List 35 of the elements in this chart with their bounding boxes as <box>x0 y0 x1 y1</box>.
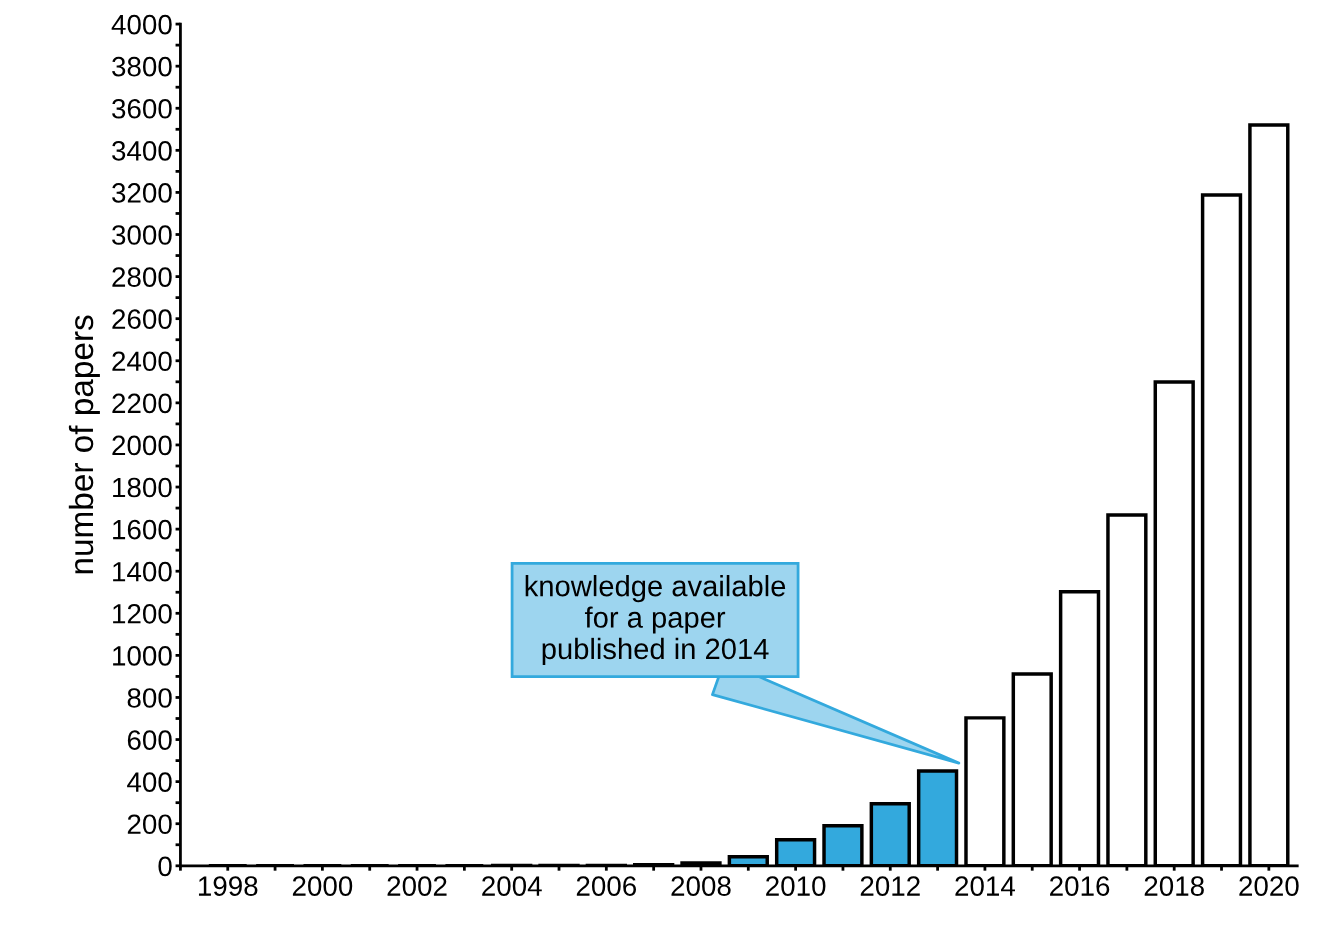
y-tick-label: 3200 <box>112 183 172 203</box>
x-tick-label: 1998 <box>198 876 258 896</box>
y-tick-label: 600 <box>127 730 172 750</box>
x-tick-label: 2018 <box>1144 876 1204 896</box>
y-tick-label: 4000 <box>111 14 172 35</box>
y-tick-label: 200 <box>127 814 172 835</box>
y-tick-label: 3600 <box>112 98 172 119</box>
y-tick-label: 3000 <box>112 225 172 245</box>
y-tick-label: 1800 <box>113 477 172 498</box>
x-tick-label: 2020 <box>1239 876 1299 896</box>
annotation: knowledge available for a paper published in 2014 <box>525 575 786 666</box>
y-tick-label: 2200 <box>112 393 172 414</box>
y-tick-label: 2600 <box>112 309 172 330</box>
y-tick-label: 2400 <box>112 351 172 372</box>
x-tick-label: 2004 <box>482 876 542 896</box>
y-tick-label: 3400 <box>112 141 172 161</box>
x-tick-label: 2008 <box>671 876 731 896</box>
y-tick-label: 1600 <box>113 519 172 540</box>
x-tick-label: 2016 <box>1050 876 1110 896</box>
x-tick-label: 2002 <box>387 876 447 896</box>
x-tick-label: 2000 <box>292 876 353 896</box>
y-tick-label: 1400 <box>113 561 172 582</box>
x-tick-label: 2012 <box>860 876 920 896</box>
y-tick-label: 3800 <box>112 56 172 77</box>
y-tick-label: 0 <box>158 856 172 877</box>
y-tick-label: 800 <box>127 688 172 708</box>
y-tick-label: 1200 <box>113 603 172 624</box>
y-tick-label: 2000 <box>112 435 172 456</box>
y-tick-label: 1000 <box>113 646 172 666</box>
x-tick-label: 2006 <box>576 876 637 896</box>
y-axis-title: number of papers <box>68 315 100 574</box>
y-tick-label: 2800 <box>112 267 172 287</box>
x-tick-label: 2014 <box>955 876 1015 896</box>
y-tick-label: 400 <box>127 772 172 792</box>
x-tick-label: 2010 <box>766 876 826 896</box>
